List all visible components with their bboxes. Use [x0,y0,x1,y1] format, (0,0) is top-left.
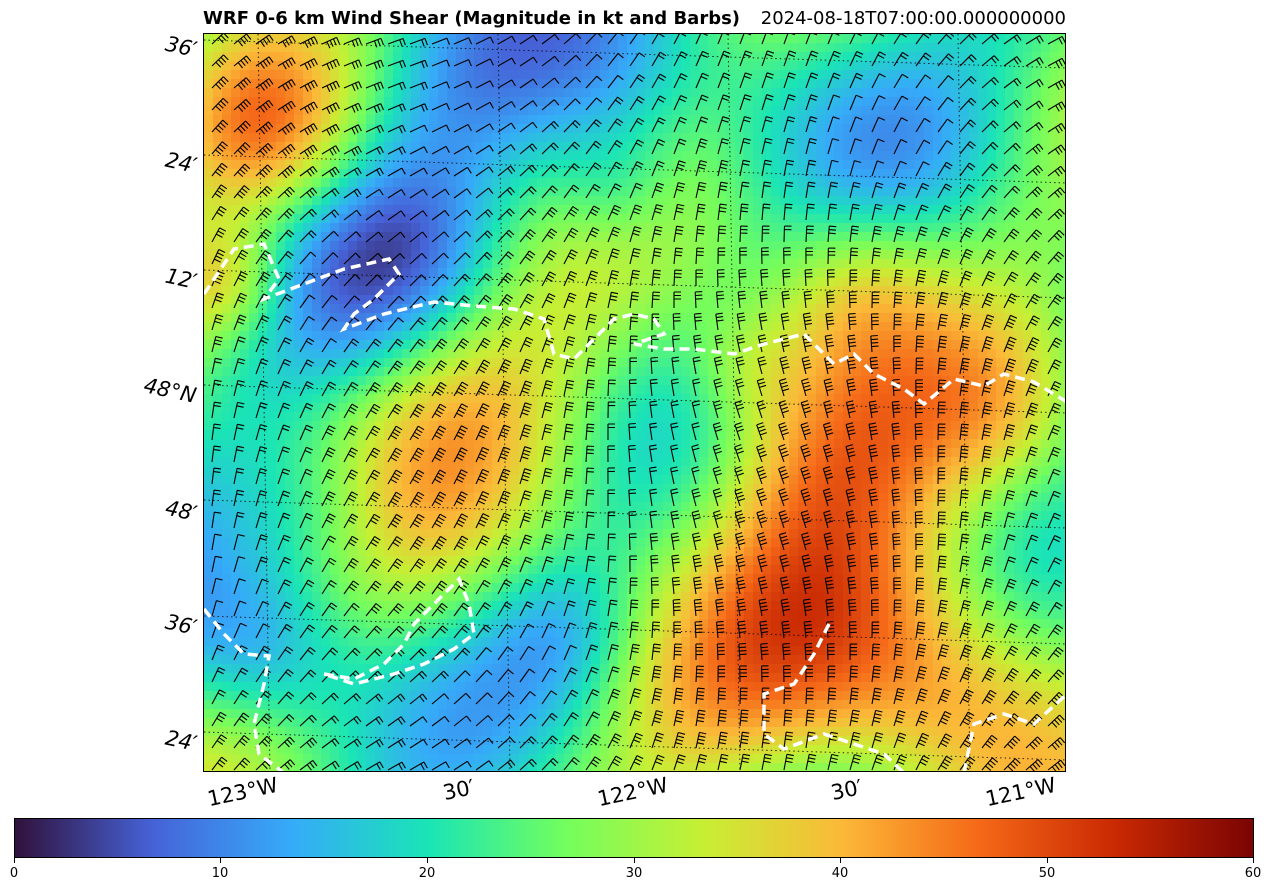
colorbar-label-50: 50 [1038,866,1056,881]
lat-label-7: 24′ [162,725,199,756]
map-panel[interactable] [203,33,1066,772]
colorbar-tick [220,858,221,863]
lon-label-3: 122°W [595,772,671,812]
lon-label-2: 30′ [440,774,477,806]
colorbar-tick [634,858,635,863]
colorbar-label-10: 10 [211,866,229,881]
map-canvas [204,34,1065,771]
colorbar-label-40: 40 [831,866,849,881]
colorbar-label-30: 30 [625,866,643,881]
colorbar-label-60: 60 [1244,866,1262,881]
colorbar-tick [1253,858,1254,863]
lon-label-5: 121°W [983,772,1059,812]
colorbar-label-0: 0 [9,866,19,881]
lat-label-5: 48′ [162,495,199,526]
coastline [204,242,1065,771]
wind-barbs [211,34,1065,771]
lat-label-6: 36′ [162,609,199,640]
lat-label-1: 36′ [162,31,199,62]
colorbar-tick [840,858,841,863]
lon-label-4: 30′ [828,774,865,806]
colorbar-tick [1047,858,1048,863]
colorbar-tick [427,858,428,863]
lat-label-2: 24′ [162,147,199,178]
colorbar-label-20: 20 [418,866,436,881]
colorbar-tick [14,858,15,863]
lat-label-4: 48°N [141,373,199,408]
valid-time-label: 2024-08-18T07:00:00.000000000 [760,8,1066,29]
lon-label-1: 123°W [205,772,281,812]
colorbar [14,818,1254,858]
figure-title: WRF 0-6 km Wind Shear (Magnitude in kt a… [203,8,741,29]
lat-label-3: 12′ [162,263,199,294]
